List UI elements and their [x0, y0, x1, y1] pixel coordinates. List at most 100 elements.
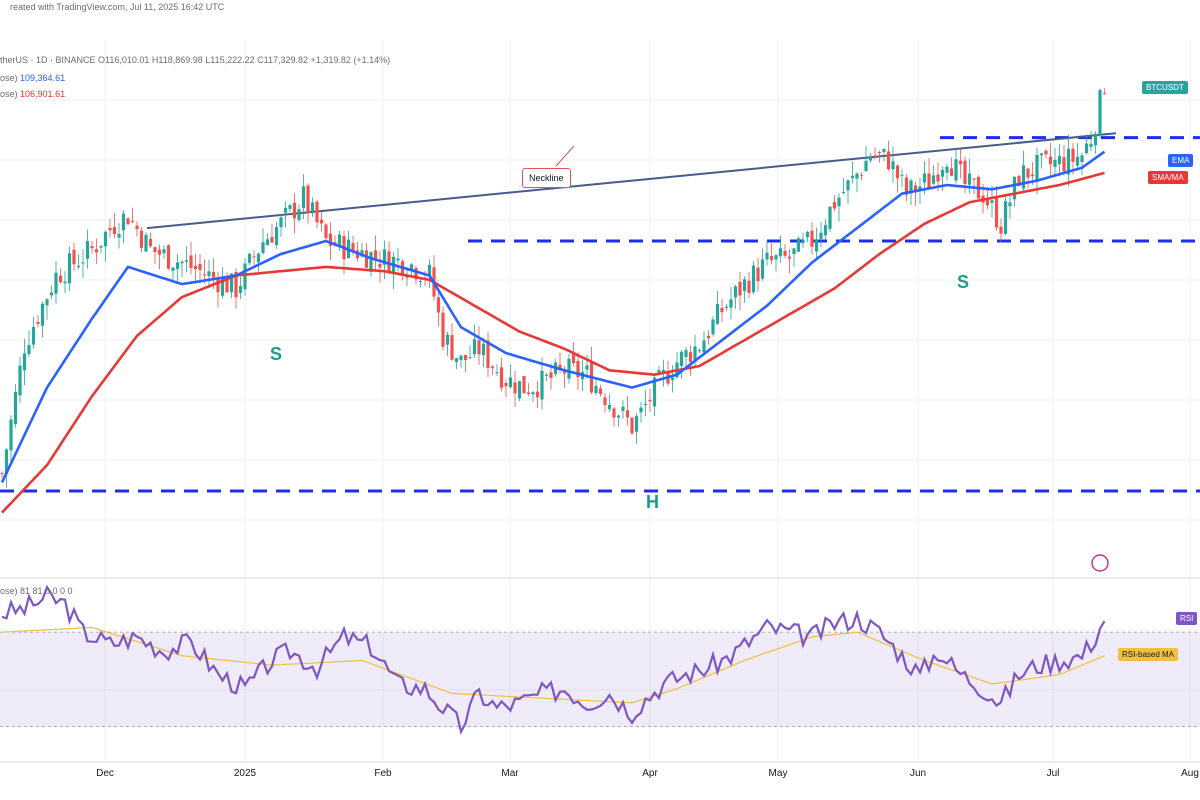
candle-body — [679, 351, 684, 367]
candle-body — [1008, 202, 1012, 207]
candle-body — [121, 213, 126, 231]
candle-body — [571, 353, 576, 364]
candle-body — [909, 180, 913, 194]
candle-body — [1017, 176, 1021, 186]
candle-body — [603, 397, 607, 406]
candle-body — [40, 303, 45, 326]
candle-body — [499, 367, 504, 388]
candle-body — [63, 281, 67, 284]
candle-body — [72, 249, 76, 265]
candle-body — [877, 152, 882, 154]
candle-body — [225, 277, 229, 293]
right-shoulder-label: S — [957, 272, 970, 292]
candle-body — [607, 404, 612, 410]
candle-body — [819, 232, 823, 239]
candle-body — [436, 297, 441, 313]
candle-body — [409, 264, 414, 271]
candle-body — [468, 357, 472, 359]
candle-body — [634, 416, 639, 432]
candle-body — [441, 312, 445, 347]
candle-body — [562, 370, 567, 374]
candle-body — [522, 376, 526, 394]
candle-body — [238, 285, 243, 293]
candle-body — [823, 225, 828, 236]
candle-body — [153, 247, 157, 253]
candle-body — [265, 239, 270, 246]
candle-body — [247, 253, 252, 263]
candle-body — [715, 303, 720, 324]
candle-body — [922, 173, 927, 183]
symbol-label: therUS · 1D · BINANCE — [0, 55, 96, 65]
candle-body — [27, 345, 31, 354]
candle-body — [895, 165, 900, 179]
sma-legend: ose) 106,901.61 — [0, 89, 65, 99]
candle-body — [175, 262, 180, 269]
candle-body — [364, 250, 369, 268]
candle-body — [913, 185, 918, 193]
left-shoulder-label: S — [270, 344, 283, 364]
candle-body — [729, 299, 733, 308]
candle-body — [252, 256, 256, 258]
neckline-callout-pointer — [555, 145, 575, 167]
candle-body — [76, 265, 81, 267]
candle-body — [351, 243, 355, 251]
candle-body — [108, 227, 112, 231]
candle-body — [166, 245, 171, 269]
candle-body — [454, 358, 459, 362]
candle-body — [886, 151, 891, 170]
candle-body — [517, 381, 522, 399]
candle-body — [927, 173, 931, 189]
x-tick-label: Dec — [96, 768, 114, 779]
candle-body — [1089, 143, 1093, 147]
candle-body — [670, 377, 675, 381]
candlesticks — [0, 88, 1107, 488]
candle-body — [157, 249, 162, 255]
candle-body — [648, 399, 652, 402]
candle-body — [418, 281, 423, 283]
ema-line — [0, 150, 1106, 483]
candle-body — [693, 346, 697, 362]
candle-body — [1071, 148, 1075, 162]
candle-body — [162, 249, 166, 254]
candle-body — [292, 202, 297, 219]
candle-body — [193, 265, 198, 270]
candle-body — [688, 352, 693, 362]
candle-body — [918, 186, 922, 190]
candle-body — [1075, 156, 1080, 166]
candle-body — [832, 201, 837, 209]
candle-body — [1030, 174, 1035, 177]
candle-body — [661, 370, 666, 373]
candle-body — [949, 168, 954, 176]
x-tick-label: Apr — [642, 768, 658, 779]
candle-body — [337, 234, 342, 247]
candle-body — [526, 392, 531, 395]
candle-body — [630, 417, 634, 434]
rsi-legend: ose) 81 81 0 0 0 0 — [0, 586, 73, 596]
candle-body — [945, 166, 949, 173]
candle-body — [756, 267, 760, 282]
candle-body — [702, 340, 706, 353]
candle-body — [256, 253, 261, 263]
candle-body — [868, 157, 873, 161]
candle-body — [585, 365, 589, 370]
candle-body — [13, 391, 18, 424]
candle-body — [508, 377, 513, 388]
candle-body — [463, 355, 468, 361]
x-tick-label: Mar — [501, 768, 519, 779]
candle-body — [1026, 168, 1030, 178]
replay-icon[interactable] — [1091, 554, 1109, 572]
candle-body — [576, 360, 580, 378]
candle-body — [450, 335, 454, 360]
support-levels — [0, 136, 1200, 493]
candle-body — [445, 334, 450, 345]
candle-body — [958, 160, 963, 165]
candle-body — [378, 263, 382, 268]
candle-body — [891, 161, 895, 170]
candle-body — [720, 307, 724, 313]
candle-body — [459, 355, 463, 360]
candle-body — [1048, 156, 1053, 165]
candle-body — [94, 249, 99, 253]
candle-body — [1039, 153, 1044, 156]
sma-legend-value: 106,901.61 — [20, 89, 66, 99]
